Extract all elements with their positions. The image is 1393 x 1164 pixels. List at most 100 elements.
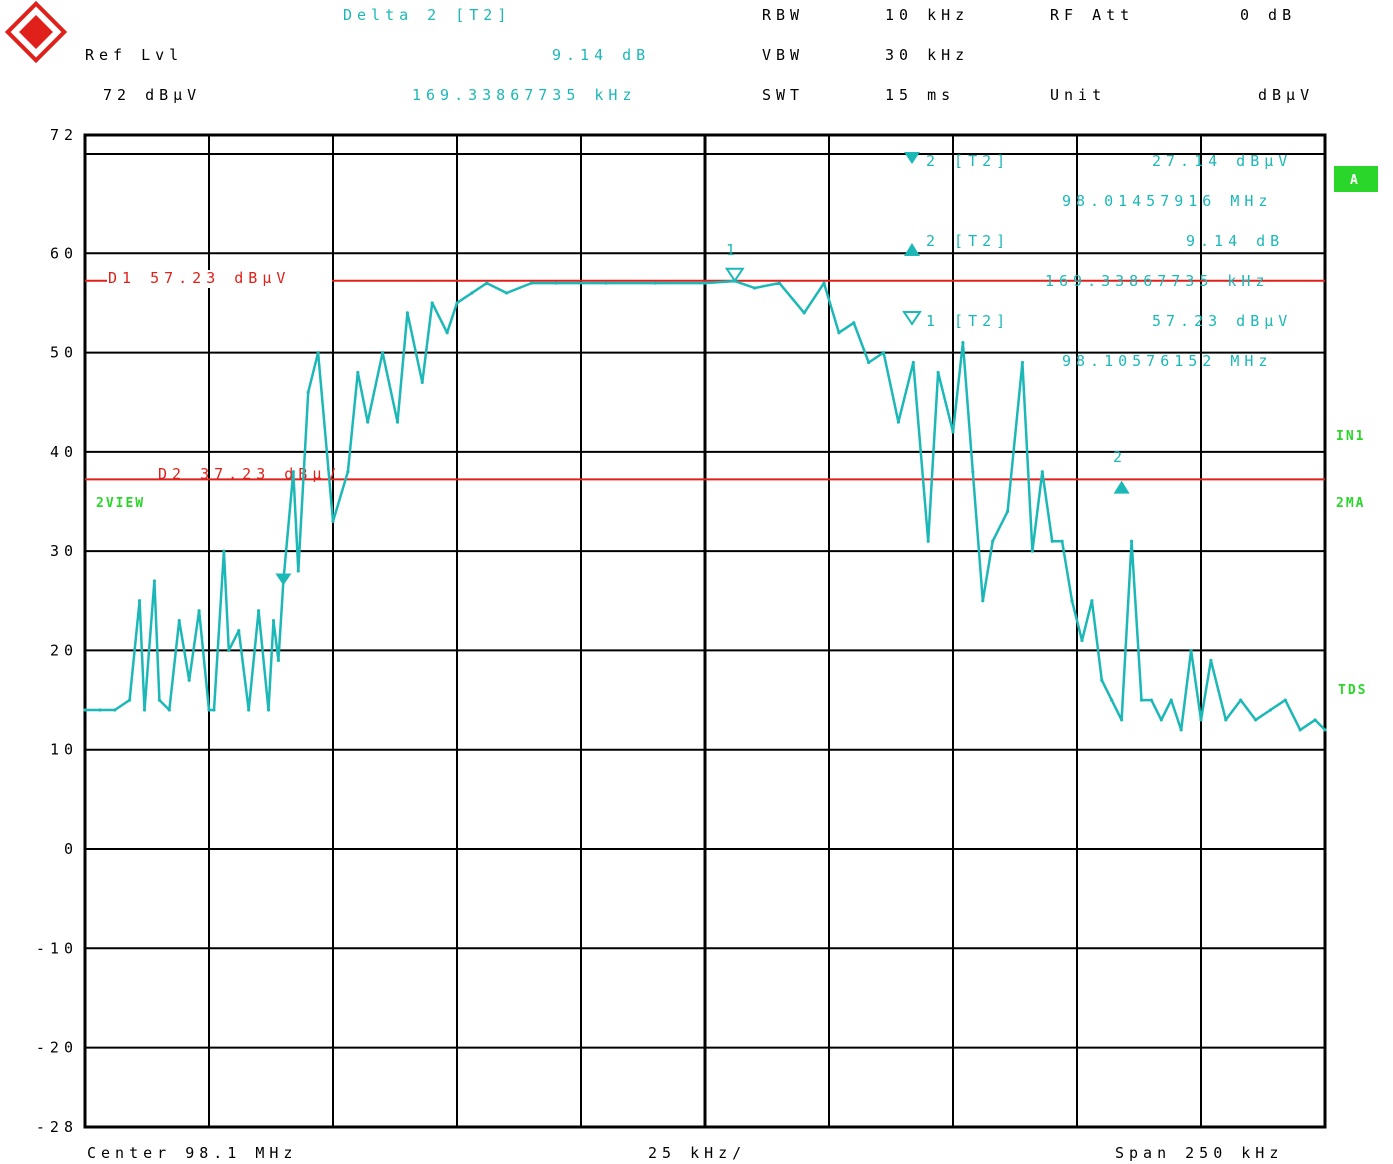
trace-point bbox=[837, 331, 841, 335]
trace-point bbox=[1120, 718, 1124, 722]
center-frequency: Center 98.1 MHz bbox=[87, 1144, 297, 1162]
marker-1-level: 57.23 dBμV bbox=[1152, 312, 1292, 330]
trace-point bbox=[1129, 539, 1134, 543]
trace-point bbox=[395, 420, 400, 424]
rf-att-label: RF Att bbox=[1050, 6, 1134, 24]
marker-2-number: 2 bbox=[1113, 448, 1127, 466]
trace-point bbox=[991, 539, 995, 543]
marker-2-b-label: 2 [T2] bbox=[926, 232, 1010, 250]
marker-2-b-level: 9.14 dB bbox=[1186, 232, 1284, 250]
display-line-d2-label: D2 37.23 dBμV bbox=[158, 465, 340, 483]
trace-a-badge-label: A bbox=[1350, 173, 1359, 188]
trace-point bbox=[455, 301, 459, 305]
trace-a-badge bbox=[1334, 166, 1378, 192]
delta-marker-level: 9.14 dB bbox=[552, 46, 650, 64]
trace-point bbox=[485, 281, 489, 285]
trace-point bbox=[306, 390, 310, 394]
trace-point bbox=[703, 281, 707, 285]
trace-point bbox=[1020, 360, 1025, 365]
trace-point bbox=[1005, 509, 1010, 514]
trace-point bbox=[331, 519, 335, 523]
marker-2-filled-down-icon bbox=[904, 152, 920, 164]
trace-point bbox=[802, 311, 806, 315]
trace-point bbox=[128, 698, 132, 702]
trace-point bbox=[98, 708, 102, 712]
trace-point bbox=[867, 360, 871, 365]
trace-point bbox=[222, 549, 226, 553]
trace-point bbox=[1253, 718, 1258, 722]
trace-point bbox=[445, 331, 449, 335]
trace-point bbox=[152, 579, 157, 583]
marker-1-hollow-down-icon bbox=[902, 311, 922, 326]
trace-point bbox=[961, 341, 965, 345]
marker-2-filled-up-icon bbox=[904, 243, 920, 256]
y-tick-label: 30 bbox=[50, 542, 78, 560]
marker-2-b-freq: 169.33867735 kHz bbox=[1045, 272, 1270, 290]
trace-point bbox=[197, 609, 201, 613]
trace-point bbox=[1323, 728, 1327, 732]
vbw-label: VBW bbox=[762, 46, 804, 64]
trace-point bbox=[1169, 698, 1173, 702]
trace-point bbox=[1239, 698, 1243, 702]
y-tick-labels: 72 60 50 40 30 20 10 0 -10 -20 -28 bbox=[36, 126, 78, 1136]
trace-point bbox=[604, 281, 608, 285]
marker-1-icon bbox=[724, 267, 745, 283]
trace-point bbox=[1268, 708, 1273, 712]
y-tick-label: -28 bbox=[36, 1118, 78, 1136]
trace-point bbox=[420, 380, 424, 384]
ref-level-value: 72 dBμV bbox=[103, 86, 201, 104]
trace-point bbox=[1110, 698, 1114, 702]
rohde-schwarz-logo-icon bbox=[4, 0, 68, 64]
y-tick-label: 50 bbox=[50, 344, 78, 362]
trace-point bbox=[554, 281, 558, 285]
trace-point bbox=[981, 599, 985, 603]
unit-value: dBμV bbox=[1258, 86, 1314, 104]
trace-point bbox=[1179, 728, 1183, 732]
trace-point bbox=[971, 470, 975, 474]
trace-point bbox=[1090, 599, 1094, 603]
trace-point bbox=[1139, 698, 1144, 702]
trace-point bbox=[212, 708, 216, 712]
ref-level-label: Ref Lvl bbox=[85, 46, 183, 64]
trace-point bbox=[271, 619, 276, 623]
trace-point bbox=[83, 708, 87, 712]
trace-point bbox=[1030, 549, 1034, 553]
trace-point bbox=[207, 708, 211, 712]
rf-att-value: 0 dB bbox=[1240, 6, 1296, 24]
trace-point bbox=[1070, 599, 1074, 603]
trace-point bbox=[1159, 718, 1163, 722]
trace-point bbox=[470, 291, 474, 295]
trace-point bbox=[187, 678, 191, 682]
trace-point bbox=[157, 698, 161, 702]
trace-point bbox=[936, 370, 940, 375]
trace-point bbox=[1080, 638, 1084, 643]
trace-point bbox=[1298, 728, 1302, 732]
marker-2-delta-icon bbox=[1113, 480, 1130, 494]
trace-point bbox=[167, 708, 171, 712]
trace-point bbox=[951, 430, 955, 434]
unit-label: Unit bbox=[1050, 86, 1106, 104]
trace-point bbox=[227, 648, 231, 653]
y-tick-label: -20 bbox=[36, 1039, 78, 1057]
rbw-label: RBW bbox=[762, 6, 804, 24]
trace-point bbox=[753, 286, 757, 290]
trace-point bbox=[1199, 718, 1203, 722]
tds-label: TDS bbox=[1338, 683, 1367, 698]
delta-marker-label: Delta 2 [T2] bbox=[343, 6, 511, 24]
trace-point bbox=[529, 281, 534, 285]
trace-point bbox=[430, 301, 434, 305]
delta-marker-freq: 169.33867735 kHz bbox=[412, 86, 637, 104]
swt-label: SWT bbox=[762, 86, 804, 104]
trace-point bbox=[1149, 698, 1153, 702]
d1-label-bg bbox=[107, 270, 332, 288]
trace-point bbox=[296, 569, 300, 573]
trace-point bbox=[346, 470, 350, 474]
trace-point bbox=[381, 350, 385, 355]
y-tick-label: 20 bbox=[50, 641, 78, 659]
y-tick-label: 72 bbox=[50, 126, 78, 144]
trace-point bbox=[1313, 718, 1317, 722]
trace-point bbox=[257, 609, 261, 613]
trace-point bbox=[1100, 678, 1104, 682]
trace-point bbox=[247, 708, 251, 712]
